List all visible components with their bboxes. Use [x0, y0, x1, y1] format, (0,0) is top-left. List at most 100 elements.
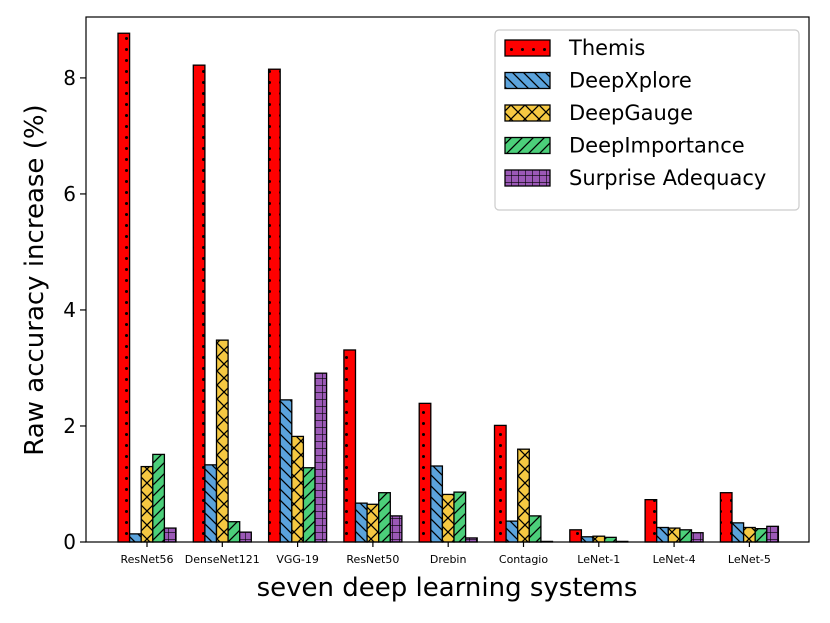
legend-label: Themis: [568, 36, 645, 60]
bar-hatch: [239, 532, 252, 542]
bar: [227, 521, 241, 543]
legend-label: DeepImportance: [569, 134, 745, 158]
bar-hatch: [430, 466, 443, 542]
bar: [389, 515, 403, 543]
legend-swatch-hatch: [505, 105, 550, 121]
bar-hatch: [367, 504, 379, 542]
bar: [128, 533, 142, 543]
bar: [517, 448, 530, 543]
bar: [742, 526, 756, 543]
bar-hatch: [656, 527, 669, 542]
legend-item: DeepGauge: [504, 101, 693, 125]
bar-hatch: [268, 69, 281, 542]
bar: [430, 465, 444, 543]
bar-hatch: [506, 521, 518, 542]
legend-item: Themis: [504, 36, 645, 60]
bar-hatch: [129, 533, 142, 542]
bar-hatch: [164, 528, 176, 542]
bar: [603, 536, 617, 543]
bar-hatch: [604, 537, 617, 542]
bar: [140, 465, 154, 543]
bars-group: [117, 32, 780, 543]
legend: Themis DeepXplore DeepGauge DeepImportance S…: [494, 29, 800, 211]
y-tick-label: 4: [63, 298, 76, 322]
bar: [731, 522, 745, 543]
bar-hatch: [193, 65, 205, 542]
bar: [754, 528, 768, 543]
x-tick-label: LeNet-5: [728, 553, 771, 566]
bar-hatch: [442, 494, 454, 542]
legend-label: DeepXplore: [569, 69, 692, 93]
legend-swatch-edge: [504, 39, 551, 57]
bar-hatch: [569, 529, 582, 542]
x-tick-label: DenseNet121: [185, 553, 260, 566]
x-tick-label: Contagio: [499, 553, 548, 566]
legend-swatch-hatch: [505, 137, 550, 154]
legend-swatch-edge: [504, 136, 551, 155]
bar-hatch: [668, 528, 680, 542]
legend-swatch-hatch: [505, 170, 550, 186]
bar-hatch: [118, 33, 130, 542]
bar-hatch: [645, 499, 657, 542]
bar: [366, 503, 380, 543]
bar: [679, 529, 693, 543]
bar-hatch: [280, 399, 292, 542]
bar-hatch: [228, 521, 240, 542]
bar: [204, 464, 218, 543]
y-tick-label: 6: [63, 182, 76, 206]
legend-label: Surprise Adequacy: [569, 166, 766, 190]
bar: [493, 424, 507, 543]
bar-hatch: [355, 503, 368, 542]
bar: [192, 64, 206, 543]
legend-swatch-edge: [504, 104, 551, 122]
bar-hatch: [204, 464, 217, 542]
bar-hatch: [593, 536, 605, 542]
legend-swatch-hatch: [505, 40, 550, 56]
bar-hatch: [303, 467, 315, 542]
x-tick-label: VGG-19: [276, 553, 319, 566]
bar: [464, 537, 478, 543]
bar-hatch: [454, 492, 466, 542]
x-axis: ResNet56 DenseNet121 VGG-19 ResNet50 Drebin C…: [121, 542, 771, 566]
x-tick-label: LeNet-4: [653, 553, 696, 566]
bar-hatch: [315, 373, 327, 542]
bar-hatch: [743, 527, 756, 542]
x-tick-label: ResNet56: [121, 553, 174, 566]
y-axis-label: Raw accuracy increase (%): [20, 104, 50, 455]
bar: [302, 467, 316, 543]
legend-label: DeepGauge: [569, 101, 693, 125]
legend-item: DeepImportance: [504, 134, 745, 158]
bar: [239, 531, 252, 543]
x-tick-label: Drebin: [430, 553, 467, 566]
bar: [667, 527, 681, 543]
bar-hatch: [720, 492, 732, 542]
legend-swatch-hatch: [505, 72, 550, 89]
bar-hatch: [291, 436, 304, 542]
legend-swatch-edge: [504, 71, 551, 90]
legend-box: [494, 29, 800, 211]
y-tick-label: 0: [63, 530, 76, 554]
bar: [152, 453, 166, 543]
bar-hatch: [529, 515, 541, 542]
y-tick-label: 8: [63, 66, 76, 90]
bar: [441, 493, 455, 543]
bar-hatch: [465, 537, 478, 542]
y-tick-label: 2: [63, 414, 76, 438]
bar: [354, 502, 368, 543]
bar: [644, 499, 658, 543]
bar: [378, 492, 391, 543]
bar-hatch: [581, 536, 593, 542]
bar-hatch: [517, 449, 530, 542]
legend-item: Surprise Adequacy: [504, 166, 766, 190]
bar: [719, 492, 733, 543]
bar-hatch: [343, 349, 356, 542]
x-tick-label: ResNet50: [346, 553, 399, 566]
bar: [314, 372, 328, 543]
bar: [291, 435, 305, 543]
bar: [418, 402, 432, 543]
bar: [766, 525, 780, 543]
bar: [569, 529, 583, 543]
bar-hatch: [419, 403, 431, 542]
bar-hatch: [766, 526, 779, 542]
